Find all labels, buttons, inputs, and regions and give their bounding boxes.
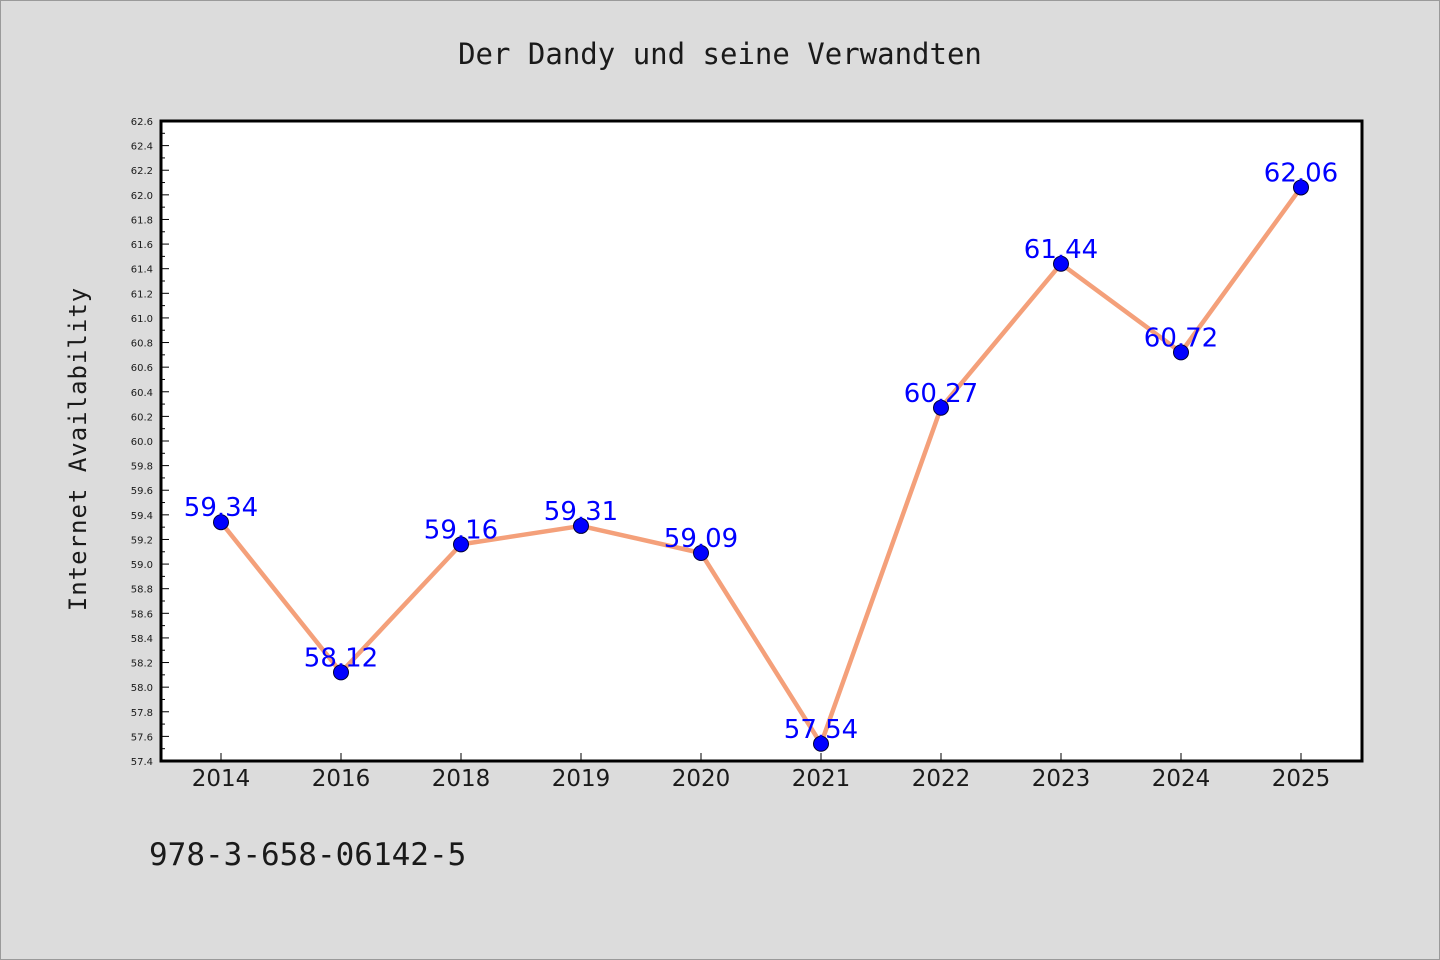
- data-point: [693, 545, 709, 561]
- series-group: 59.34 58.12 59.16 59.31 59.09 57.54 60.27 61.44…: [184, 158, 1338, 752]
- data-point: [1173, 344, 1189, 361]
- plot-area: [159, 119, 1364, 763]
- data-point: [1293, 179, 1309, 196]
- y-tick-label: 61.0: [131, 314, 153, 325]
- x-tick-label: 2022: [912, 766, 971, 792]
- y-tick-label: 62.0: [131, 191, 153, 202]
- x-tick-label: 2021: [792, 766, 851, 792]
- y-tick-label: 61.8: [131, 215, 153, 226]
- y-tick-label: 58.2: [131, 659, 153, 670]
- y-tick-label: 58.8: [131, 585, 153, 596]
- data-point: [813, 735, 829, 752]
- isbn-footer: 978-3-658-06142-5: [149, 837, 466, 873]
- x-tick-label: 2020: [672, 766, 731, 792]
- data-point: [933, 399, 949, 416]
- data-label: 62.06: [1264, 158, 1338, 188]
- y-axis: 57.4 57.6 57.8 58.0 58.2 58.4 58.6 58.8 59.0 59.2…: [131, 117, 169, 768]
- y-tick-label: 62.4: [131, 142, 153, 153]
- y-tick-label: 57.4: [131, 757, 153, 768]
- y-tick-label: 58.6: [131, 609, 153, 620]
- data-label: 61.44: [1024, 235, 1098, 265]
- y-tick-label: 60.0: [131, 437, 153, 448]
- data-label: 60.72: [1144, 323, 1218, 353]
- y-tick-label: 58.4: [131, 634, 153, 645]
- chart-title: Der Dandy und seine Verwandten: [458, 37, 982, 71]
- y-tick-label: 57.8: [131, 708, 153, 719]
- x-tick-label: 2014: [192, 766, 251, 792]
- data-point: [333, 664, 349, 681]
- data-label: 60.27: [904, 379, 978, 409]
- data-label: 59.31: [544, 497, 618, 527]
- y-tick-label: 59.6: [131, 486, 153, 497]
- data-label: 57.54: [784, 715, 858, 745]
- x-axis: 2014 2016 2018 2019 2020 2021 2022 2023 2024 2025: [192, 753, 1331, 792]
- data-label: 59.09: [664, 524, 738, 554]
- y-tick-label: 59.2: [131, 535, 153, 546]
- y-tick-label: 61.2: [131, 289, 153, 300]
- data-label: 59.16: [424, 515, 498, 545]
- y-axis-label: Internet Availability: [64, 287, 92, 611]
- data-label: 59.34: [184, 493, 258, 523]
- y-tick-label: 60.6: [131, 363, 153, 374]
- y-tick-label: 59.4: [131, 511, 153, 522]
- y-tick-label: 62.2: [131, 166, 153, 177]
- y-tick-label: 60.2: [131, 412, 153, 423]
- x-tick-label: 2024: [1152, 766, 1211, 792]
- y-tick-label: 57.6: [131, 732, 153, 743]
- y-tick-label: 58.0: [131, 683, 153, 694]
- data-label: 58.12: [304, 643, 378, 673]
- data-point: [213, 514, 229, 531]
- x-tick-label: 2018: [432, 766, 491, 792]
- y-tick-label: 60.4: [131, 388, 153, 399]
- y-tick-label: 60.8: [131, 339, 153, 350]
- data-point: [573, 517, 589, 534]
- series-line: [219, 186, 1303, 747]
- y-tick-label: 61.4: [131, 265, 153, 276]
- y-tick-label: 61.6: [131, 240, 153, 251]
- x-tick-label: 2016: [312, 766, 371, 792]
- y-tick-label: 59.0: [131, 560, 153, 571]
- y-tick-label: 59.8: [131, 462, 153, 473]
- x-tick-label: 2023: [1032, 766, 1091, 792]
- x-tick-label: 2019: [552, 766, 611, 792]
- data-point: [1053, 255, 1069, 272]
- y-tick-label: 62.6: [131, 117, 153, 128]
- data-point: [453, 536, 469, 553]
- x-tick-label: 2025: [1272, 766, 1331, 792]
